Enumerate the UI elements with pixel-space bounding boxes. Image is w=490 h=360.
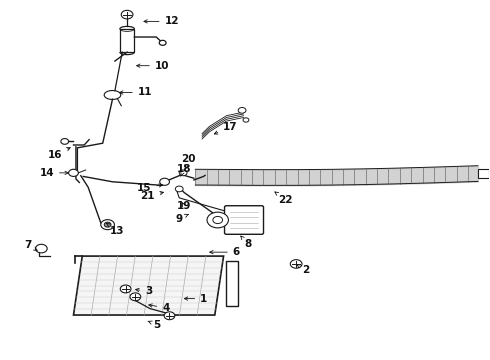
Circle shape (130, 293, 141, 301)
Text: 19: 19 (177, 201, 191, 211)
Circle shape (35, 244, 47, 253)
Text: 14: 14 (39, 168, 68, 178)
Text: 9: 9 (175, 213, 188, 224)
Text: 1: 1 (184, 294, 207, 303)
Text: 5: 5 (148, 320, 161, 330)
Text: 18: 18 (177, 163, 191, 176)
Text: 6: 6 (210, 247, 240, 257)
Text: 3: 3 (136, 287, 152, 296)
Circle shape (243, 118, 249, 122)
Text: 2: 2 (297, 265, 310, 275)
Text: 4: 4 (149, 303, 170, 313)
Circle shape (164, 312, 175, 320)
Circle shape (238, 108, 246, 113)
Circle shape (213, 216, 222, 224)
Circle shape (207, 212, 228, 228)
Circle shape (61, 139, 69, 144)
Circle shape (290, 260, 302, 268)
Circle shape (159, 40, 166, 45)
Text: 10: 10 (137, 61, 170, 71)
Text: 20: 20 (181, 154, 195, 168)
Circle shape (104, 222, 111, 227)
Circle shape (69, 169, 78, 176)
Text: 13: 13 (107, 223, 124, 236)
Text: 15: 15 (137, 183, 162, 193)
Polygon shape (74, 256, 223, 315)
Bar (120, 29, 134, 52)
Text: 21: 21 (140, 191, 164, 201)
Text: 8: 8 (241, 236, 251, 249)
Circle shape (175, 186, 183, 192)
Bar (478, 169, 489, 178)
Circle shape (121, 10, 133, 19)
Text: 7: 7 (24, 240, 37, 250)
Polygon shape (225, 261, 238, 306)
Circle shape (160, 178, 170, 185)
Text: 11: 11 (120, 87, 152, 98)
Text: 12: 12 (144, 17, 179, 26)
Circle shape (179, 170, 187, 176)
Circle shape (101, 220, 115, 230)
Text: 22: 22 (275, 192, 293, 204)
Text: 16: 16 (48, 148, 70, 160)
FancyBboxPatch shape (224, 206, 264, 234)
Circle shape (120, 285, 131, 293)
Text: 17: 17 (214, 122, 238, 134)
